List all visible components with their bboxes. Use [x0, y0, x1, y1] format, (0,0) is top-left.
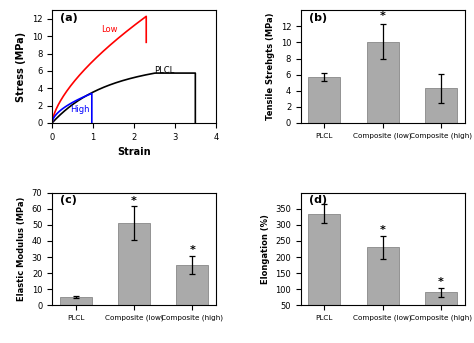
Text: *: *	[380, 225, 386, 235]
Bar	[425, 292, 457, 321]
Text: *: *	[380, 11, 386, 21]
Bar	[367, 42, 399, 123]
Text: Low: Low	[101, 25, 118, 34]
Text: (a): (a)	[60, 13, 78, 23]
Y-axis label: Stress (MPa): Stress (MPa)	[17, 32, 27, 102]
Bar	[367, 247, 399, 321]
Text: (d): (d)	[309, 195, 327, 205]
Text: (c): (c)	[60, 195, 77, 205]
Y-axis label: Elastic Modulus (MPa): Elastic Modulus (MPa)	[17, 197, 26, 301]
Bar	[118, 223, 150, 305]
Bar	[60, 297, 91, 305]
Text: *: *	[131, 196, 137, 205]
Text: *: *	[438, 276, 444, 287]
Y-axis label: Elongation (%): Elongation (%)	[261, 214, 270, 284]
Text: PLCL: PLCL	[155, 66, 174, 75]
Bar	[425, 88, 457, 123]
Text: High: High	[71, 105, 90, 114]
Y-axis label: Tensile Strehgts (MPa): Tensile Strehgts (MPa)	[266, 13, 275, 120]
Text: *: *	[190, 245, 195, 256]
Bar	[308, 214, 340, 321]
X-axis label: Strain: Strain	[117, 147, 151, 157]
Bar	[176, 265, 209, 305]
Bar	[308, 77, 340, 123]
Text: (b): (b)	[309, 13, 327, 23]
